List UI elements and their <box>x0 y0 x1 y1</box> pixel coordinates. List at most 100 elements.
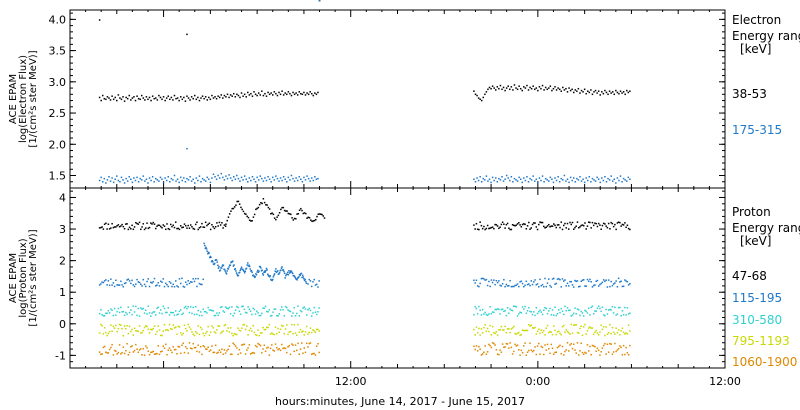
y-tick-label: 1 <box>59 286 66 299</box>
data-point <box>539 353 541 355</box>
data-point <box>297 323 299 326</box>
data-point <box>153 311 156 313</box>
data-point <box>523 86 525 88</box>
data-point <box>305 212 307 215</box>
data-point <box>234 345 237 347</box>
data-point <box>262 307 264 309</box>
data-point <box>276 177 279 180</box>
data-point <box>161 281 163 283</box>
data-point <box>532 85 534 87</box>
data-point <box>514 225 516 227</box>
data-point <box>105 279 107 281</box>
data-point <box>618 92 620 95</box>
data-point <box>521 181 524 184</box>
data-point <box>224 352 227 354</box>
data-point <box>595 350 597 352</box>
data-point <box>157 306 160 309</box>
data-point <box>616 349 619 351</box>
data-point <box>216 352 218 354</box>
data-point <box>167 285 169 288</box>
data-point <box>308 217 311 219</box>
data-point <box>255 274 258 276</box>
data-point <box>498 353 500 356</box>
data-point <box>224 270 227 272</box>
data-point <box>524 329 526 332</box>
data-point <box>515 306 518 308</box>
data-point <box>162 305 165 308</box>
data-point <box>251 95 254 97</box>
data-point <box>544 277 546 280</box>
data-point <box>488 280 490 283</box>
data-point <box>531 283 534 286</box>
data-point <box>530 87 533 90</box>
data-point <box>474 334 476 336</box>
data-point <box>574 279 576 282</box>
data-point <box>253 276 256 279</box>
data-point <box>290 213 292 216</box>
data-point <box>310 92 313 95</box>
data-point <box>589 345 591 348</box>
data-point <box>172 324 174 326</box>
data-point <box>227 307 229 310</box>
data-point <box>110 227 112 229</box>
data-point <box>489 324 491 327</box>
data-point <box>535 333 538 335</box>
data-point <box>278 180 280 182</box>
data-point <box>150 222 152 224</box>
data-point <box>197 228 199 231</box>
data-point <box>477 97 480 99</box>
data-point <box>127 306 130 308</box>
y-axis-title-line: [1/(cm²s ster MeV)] <box>28 229 39 326</box>
data-point <box>614 282 616 284</box>
data-point <box>291 217 293 219</box>
data-point <box>591 93 594 96</box>
data-point <box>252 216 255 218</box>
data-point <box>211 345 213 347</box>
data-point <box>189 306 192 308</box>
data-point <box>98 179 101 182</box>
data-point <box>198 351 201 353</box>
data-point <box>147 305 150 307</box>
data-point <box>242 95 244 97</box>
data-point <box>98 332 101 334</box>
data-point <box>164 177 166 179</box>
data-point <box>242 269 245 272</box>
data-point <box>579 285 581 288</box>
data-point <box>490 346 493 349</box>
data-point <box>506 285 509 287</box>
data-point <box>501 283 504 285</box>
data-point <box>225 96 227 98</box>
data-point <box>475 326 478 328</box>
data-point <box>238 203 241 205</box>
data-point <box>558 345 560 348</box>
data-point <box>264 177 266 179</box>
data-point <box>171 225 173 228</box>
data-point <box>611 306 614 308</box>
data-point <box>595 310 597 312</box>
data-point <box>102 228 105 230</box>
data-point <box>614 306 616 309</box>
data-point <box>168 228 171 231</box>
data-point <box>211 309 213 312</box>
data-point <box>202 226 204 228</box>
data-point <box>101 281 103 283</box>
data-point <box>218 325 221 327</box>
data-point <box>186 147 188 150</box>
data-point <box>580 89 583 92</box>
data-point <box>167 307 169 309</box>
data-point <box>552 181 555 184</box>
data-point <box>151 351 153 353</box>
data-point <box>101 226 103 228</box>
data-point <box>276 332 278 335</box>
data-point <box>174 326 177 328</box>
data-point <box>554 177 556 179</box>
data-point <box>241 344 243 346</box>
data-point <box>159 176 162 179</box>
data-point <box>178 278 181 280</box>
data-point <box>263 344 266 347</box>
data-point <box>519 178 522 181</box>
data-point <box>144 99 146 101</box>
data-point <box>505 283 508 286</box>
data-point <box>585 310 587 313</box>
